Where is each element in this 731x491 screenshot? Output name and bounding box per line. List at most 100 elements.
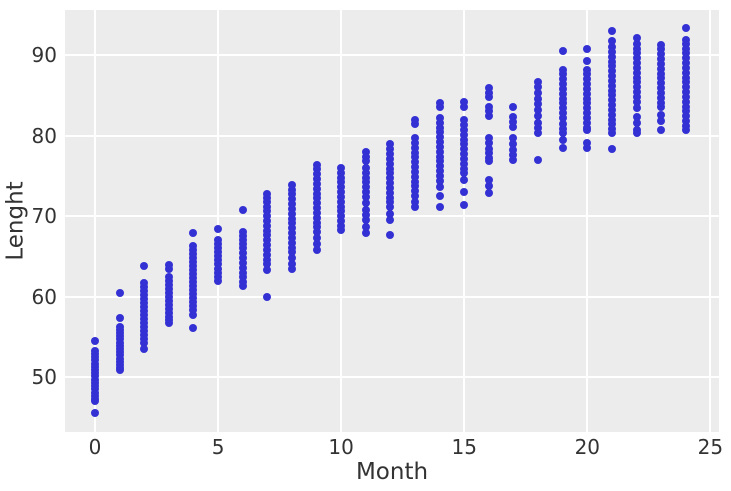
scatter-point [484, 102, 493, 111]
scatter-point [361, 157, 370, 166]
scatter-point [411, 202, 419, 211]
scatter-point [386, 164, 395, 173]
scatter-point [140, 262, 149, 271]
scatter-point [681, 39, 690, 48]
scatter-point [164, 296, 173, 305]
scatter-point [632, 113, 641, 122]
scatter-point [484, 149, 493, 158]
scatter-point [484, 88, 493, 97]
scatter-point [460, 130, 469, 139]
scatter-point [607, 120, 616, 129]
scatter-point [337, 188, 346, 196]
scatter-point [435, 103, 444, 112]
scatter-point [583, 138, 592, 147]
scatter-point [263, 250, 272, 259]
scatter-point [509, 150, 518, 159]
scatter-point [583, 118, 592, 127]
scatter-point [411, 138, 419, 147]
scatter-point [583, 70, 592, 79]
scatter-point [238, 282, 247, 291]
x-tick-label: 10 [328, 435, 354, 459]
scatter-point [287, 238, 296, 247]
scatter-point [214, 252, 223, 261]
scatter-point [411, 143, 419, 152]
scatter-point [238, 273, 247, 282]
scatter-point [287, 180, 296, 189]
scatter-point [312, 223, 321, 232]
scatter-point [238, 263, 247, 272]
scatter-point [361, 188, 370, 196]
scatter-point [386, 209, 395, 218]
scatter-point [460, 125, 469, 134]
scatter-point [337, 212, 346, 221]
scatter-point [214, 256, 223, 265]
scatter-point [558, 119, 567, 128]
scatter-point [361, 192, 370, 201]
scatter-point [435, 128, 444, 137]
scatter-point [607, 62, 616, 71]
y-tick-label: 60 [31, 284, 57, 309]
y-tick-label: 50 [31, 365, 57, 390]
scatter-point [312, 233, 321, 242]
scatter-point [312, 160, 321, 169]
scatter-point [460, 159, 469, 168]
scatter-point [607, 72, 616, 81]
scatter-point [263, 255, 272, 264]
x-tick-label: 20 [574, 435, 601, 459]
scatter-point [411, 153, 419, 162]
scatter-point [681, 23, 690, 32]
scatter-point [435, 183, 444, 192]
scatter-point [607, 105, 616, 114]
scatter-point [583, 44, 592, 53]
scatter-point [534, 88, 543, 97]
scatter-point [558, 99, 567, 108]
scatter-point [189, 294, 198, 303]
scatter-point [534, 124, 543, 133]
scatter-point [435, 147, 444, 156]
scatter-point [361, 222, 370, 231]
scatter-point [460, 135, 469, 144]
scatter-point [460, 116, 469, 125]
scatter-point [238, 258, 247, 267]
y-tick-label: 80 [31, 123, 57, 148]
scatter-point [607, 125, 616, 134]
scatter-point [583, 125, 592, 134]
scatter-point [657, 40, 666, 49]
scatter-point [435, 142, 444, 151]
scatter-point [312, 170, 321, 179]
scatter-point [607, 67, 616, 76]
scatter-point [460, 145, 469, 154]
scatter-point [263, 217, 272, 225]
scatter-point [287, 254, 296, 263]
scatter-point [558, 136, 567, 145]
scatter-point [558, 75, 567, 84]
scatter-point [214, 264, 223, 273]
scatter-point [632, 73, 641, 82]
scatter-point [189, 282, 198, 291]
scatter-point [484, 84, 493, 93]
scatter-point [189, 286, 198, 295]
scatter-point [460, 188, 469, 196]
scatter-point [607, 115, 616, 124]
scatter-point [337, 217, 346, 225]
scatter-point [164, 280, 173, 289]
scatter-point [657, 84, 666, 93]
scatter-point [411, 192, 419, 201]
scatter-point [534, 112, 543, 121]
scatter-point [386, 193, 395, 202]
scatter-point [509, 117, 518, 126]
scatter-point [287, 209, 296, 218]
scatter-point [337, 173, 346, 182]
scatter-point [435, 157, 444, 166]
scatter-point [214, 225, 223, 234]
scatter-point [312, 199, 321, 208]
scatter-point [657, 88, 666, 97]
scatter-point [607, 96, 616, 105]
scatter-point [435, 192, 444, 201]
scatter-point [214, 244, 223, 253]
scatter-point [657, 59, 666, 68]
scatter-point [263, 231, 272, 240]
scatter-point [607, 110, 616, 119]
scatter-point [460, 97, 469, 106]
scatter-point [312, 240, 321, 249]
